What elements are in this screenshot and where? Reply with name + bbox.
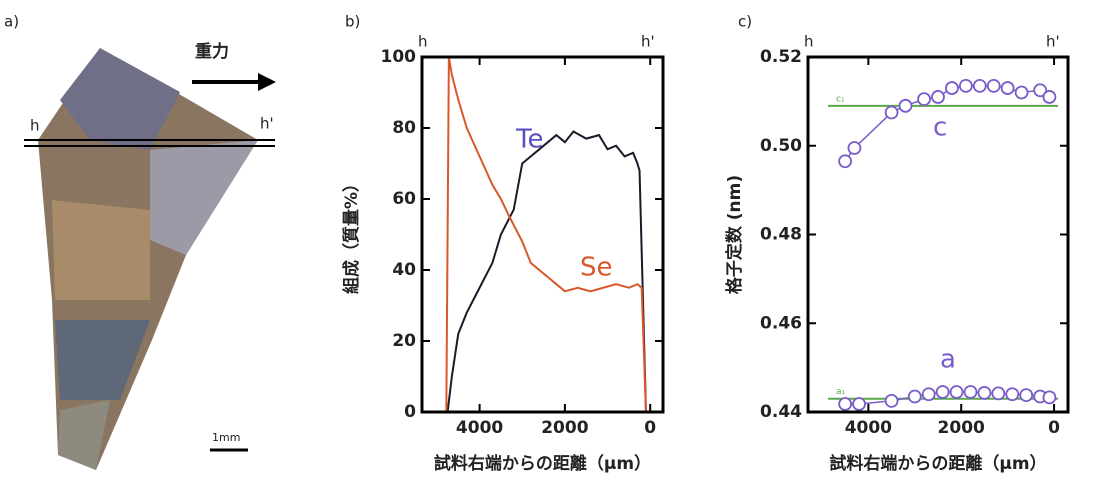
y-tick-label: 0.50 bbox=[760, 136, 802, 156]
y-tick-label: 60 bbox=[392, 189, 416, 209]
plot-frame bbox=[420, 55, 665, 414]
point bbox=[977, 386, 992, 400]
point bbox=[838, 154, 853, 169]
point bbox=[972, 78, 987, 93]
point bbox=[884, 394, 899, 408]
y-tick-label: 0.46 bbox=[760, 313, 802, 333]
series-line bbox=[446, 130, 647, 413]
plot-frame bbox=[806, 55, 1070, 414]
reference-label: c₁ bbox=[836, 94, 845, 104]
point bbox=[1005, 387, 1020, 402]
point bbox=[958, 78, 973, 93]
x-axis-label: 試料右端からの距離（μm） bbox=[434, 453, 651, 474]
point bbox=[963, 385, 978, 399]
marker: h' bbox=[641, 33, 655, 51]
series-line bbox=[445, 56, 647, 413]
point bbox=[852, 397, 866, 411]
x-axis-label: 試料右端からの距離（μm） bbox=[829, 453, 1046, 474]
arrow-head bbox=[258, 73, 276, 91]
series-label: a bbox=[940, 345, 956, 375]
y-tick-label: 0.44 bbox=[760, 402, 802, 422]
grain bbox=[58, 400, 110, 470]
point bbox=[1014, 85, 1029, 100]
point bbox=[907, 389, 922, 404]
y-tick-label: 100 bbox=[381, 47, 417, 67]
x-tick-label: 4000 bbox=[456, 418, 503, 438]
point bbox=[931, 90, 945, 104]
point bbox=[991, 386, 1006, 401]
point bbox=[1042, 90, 1057, 104]
point bbox=[1000, 81, 1015, 95]
marker: h' bbox=[260, 115, 274, 133]
grain bbox=[52, 200, 150, 300]
y-axis-label: 格子定数 (nm) bbox=[724, 175, 745, 294]
grain bbox=[150, 140, 258, 255]
point bbox=[898, 98, 913, 113]
point bbox=[838, 397, 853, 411]
y-tick-label: 0.48 bbox=[760, 225, 802, 245]
x-tick-label: 2000 bbox=[938, 418, 985, 438]
series-label: c bbox=[933, 113, 947, 143]
point bbox=[1019, 388, 1034, 403]
panel-label: a) bbox=[4, 13, 19, 31]
point bbox=[986, 78, 1001, 93]
panel-label: b) bbox=[345, 13, 360, 31]
point bbox=[935, 385, 950, 399]
panel-label: c) bbox=[738, 13, 752, 31]
marker: h bbox=[418, 33, 428, 51]
y-tick-label: 20 bbox=[392, 331, 416, 351]
x-tick-label: 0 bbox=[1048, 418, 1060, 438]
point bbox=[847, 141, 862, 155]
point bbox=[884, 105, 899, 120]
y-tick-label: 40 bbox=[392, 260, 416, 280]
point bbox=[917, 92, 931, 107]
series-label: Se bbox=[580, 253, 613, 283]
grain bbox=[55, 320, 150, 400]
x-tick-label: 2000 bbox=[541, 418, 588, 438]
reference-label: a₁ bbox=[836, 387, 846, 397]
x-tick-label: 4000 bbox=[845, 418, 892, 438]
marker: h bbox=[804, 33, 814, 51]
grain bbox=[60, 48, 180, 150]
scale-label: 1mm bbox=[212, 431, 240, 444]
panel-a: a) h h' 重力 1mm bbox=[4, 13, 276, 470]
y-tick-label: 0 bbox=[404, 402, 416, 422]
y-axis-label: 組成（質量%） bbox=[341, 175, 362, 294]
point bbox=[1042, 390, 1057, 405]
point bbox=[1033, 83, 1048, 98]
marker: h bbox=[30, 117, 40, 135]
x-tick-label: 0 bbox=[644, 418, 656, 438]
y-tick-label: 0.52 bbox=[760, 47, 802, 67]
series-label: Te bbox=[515, 125, 543, 155]
marker: h' bbox=[1046, 33, 1060, 51]
y-tick-label: 80 bbox=[392, 118, 416, 138]
point bbox=[921, 387, 936, 402]
point bbox=[945, 81, 959, 95]
point bbox=[949, 385, 964, 399]
arrow-label: 重力 bbox=[195, 41, 229, 62]
